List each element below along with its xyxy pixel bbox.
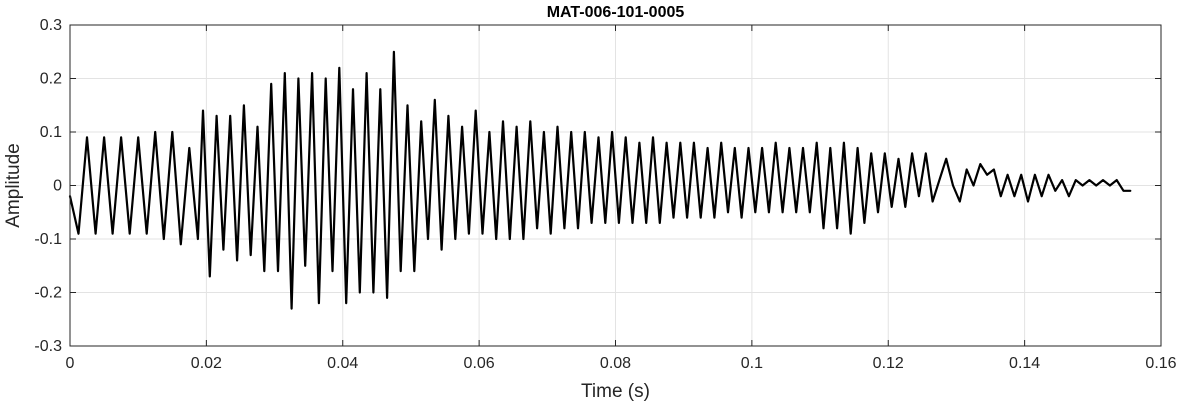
x-axis-ticks: 0 0.02 0.04 0.06 0.08 0.1 0.12 0.14 0.16 xyxy=(66,25,1177,372)
y-axis-label: Amplitude xyxy=(3,143,24,228)
y-tick-label: -0.1 xyxy=(34,231,62,248)
y-tick-label: 0.1 xyxy=(40,124,62,141)
x-tick-label: 0.04 xyxy=(327,355,358,372)
x-axis-label: Time (s) xyxy=(581,381,650,402)
chart-title: MAT-006-101-0005 xyxy=(547,4,685,21)
y-tick-label: -0.2 xyxy=(34,285,62,302)
x-tick-label: 0 xyxy=(66,355,75,372)
y-tick-label: -0.3 xyxy=(34,338,62,355)
x-tick-label: 0.16 xyxy=(1145,355,1176,372)
x-tick-label: 0.02 xyxy=(191,355,222,372)
y-tick-label: 0.2 xyxy=(40,71,62,88)
x-tick-label: 0.14 xyxy=(1009,355,1040,372)
x-tick-label: 0.06 xyxy=(464,355,495,372)
y-tick-label: 0 xyxy=(53,178,62,195)
x-tick-label: 0.12 xyxy=(873,355,904,372)
y-axis-ticks: -0.3 -0.2 -0.1 0 0.1 0.2 0.3 xyxy=(34,17,1161,355)
series-line-0 xyxy=(68,50,1132,310)
x-tick-label: 0.08 xyxy=(600,355,631,372)
x-tick-label: 0.1 xyxy=(741,355,763,372)
y-tick-label: 0.3 xyxy=(40,17,62,34)
series-layer xyxy=(68,50,1132,310)
